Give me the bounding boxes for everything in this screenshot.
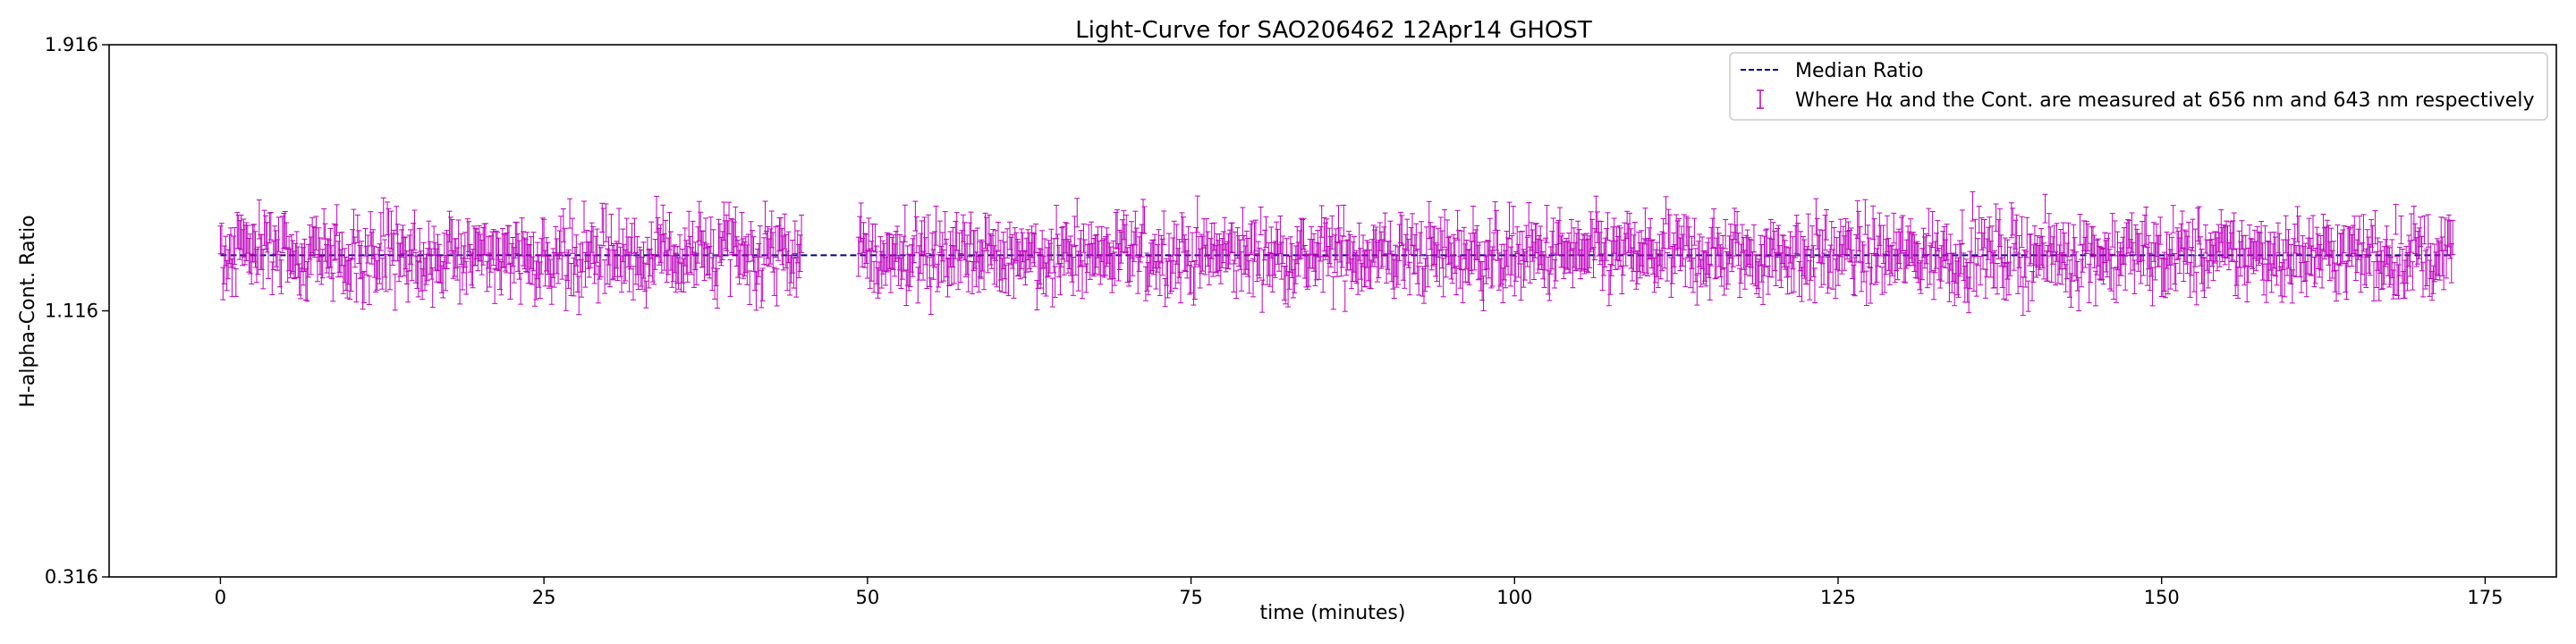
chart-title: Light-Curve for SAO206462 12Apr14 GHOST <box>1075 17 1592 44</box>
plot-data <box>217 191 2456 317</box>
